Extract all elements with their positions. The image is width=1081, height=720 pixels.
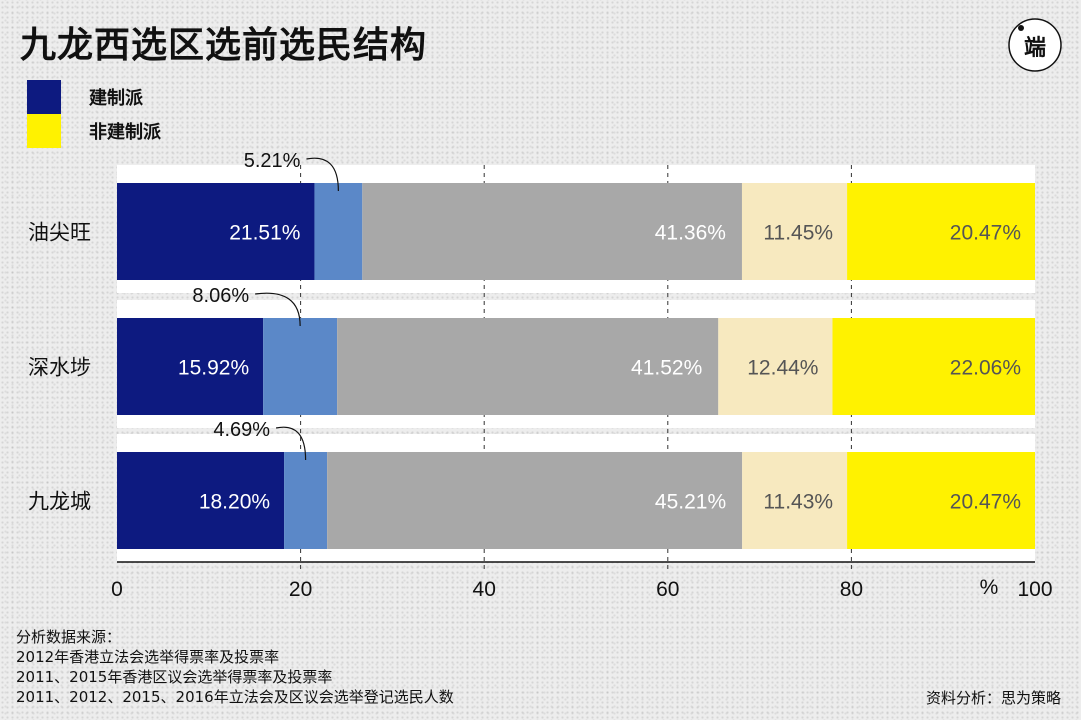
bar-segment (327, 452, 743, 549)
legend-item-non-establishment: 非建制派 (27, 114, 161, 148)
bar-segment (263, 318, 338, 415)
data-label: 18.20% (199, 491, 270, 514)
x-axis-unit-label: % (980, 576, 999, 599)
bar-segment (117, 452, 285, 549)
bar-segment (314, 183, 363, 280)
data-label: 15.92% (178, 357, 249, 380)
data-label: 20.47% (950, 222, 1021, 245)
data-label: 45.21% (655, 491, 726, 514)
sources-line: 2011、2015年香港区议会选举得票率及投票率 (16, 668, 333, 686)
label-leader-line (306, 157, 339, 192)
x-tick-label: 80 (840, 578, 863, 601)
legend-swatch-non-establishment (27, 114, 61, 148)
bar-segment (117, 183, 315, 280)
page-title: 九龙西选区选前选民结构 (20, 25, 428, 66)
data-label: 20.47% (950, 491, 1021, 514)
bar-segment (741, 183, 848, 280)
logo-text: 端 (1024, 36, 1046, 61)
data-label: 41.36% (655, 222, 726, 245)
x-tick-label: 100 (1017, 578, 1052, 601)
x-tick-label: 40 (473, 578, 496, 601)
bar-segment (337, 318, 719, 415)
legend-swatch-pro-establishment (27, 80, 61, 114)
label-leader-line (275, 426, 307, 461)
legend-label-pro-establishment: 建制派 (89, 88, 143, 109)
data-label: 21.51% (229, 222, 300, 245)
x-tick-label: 0 (111, 578, 123, 601)
data-sources: 分析数据来源： 2012年香港立法会选举得票率及投票率 2011、2015年香港… (16, 627, 454, 707)
data-label: 11.43% (763, 491, 833, 514)
sources-line: 2012年香港立法会选举得票率及投票率 (16, 648, 280, 666)
bar-segment (832, 318, 1035, 415)
bar-segment (847, 452, 1035, 549)
bar-segment (284, 452, 328, 549)
category-label: 九龙城 (28, 490, 91, 514)
sources-line: 2011、2012、2015、2016年立法会及区议会选举登记选民人数 (16, 688, 454, 706)
logo-icon: 端 (1008, 18, 1062, 72)
legend-item-pro-establishment: 建制派 (27, 80, 143, 114)
data-label: 4.69% (213, 419, 270, 441)
category-label: 深水埗 (28, 356, 91, 380)
data-label: 11.45% (763, 222, 833, 245)
category-label: 油尖旺 (28, 221, 91, 245)
x-tick-label: 60 (656, 578, 679, 601)
bar-segment (362, 183, 742, 280)
bar-segment (742, 452, 848, 549)
bar-segment (117, 318, 264, 415)
analysis-credit: 资料分析：思为策略 (925, 689, 1061, 707)
bar-segment (847, 183, 1035, 280)
data-label: 41.52% (631, 357, 702, 380)
data-label: 12.44% (747, 357, 818, 380)
sources-line: 分析数据来源： (16, 628, 122, 646)
data-label: 8.06% (192, 285, 249, 307)
legend-label-non-establishment: 非建制派 (89, 122, 161, 143)
data-label: 22.06% (950, 357, 1021, 380)
label-leader-line (255, 292, 301, 327)
x-tick-label: 20 (289, 578, 312, 601)
bar-segment (718, 318, 833, 415)
data-label: 5.21% (244, 150, 301, 172)
